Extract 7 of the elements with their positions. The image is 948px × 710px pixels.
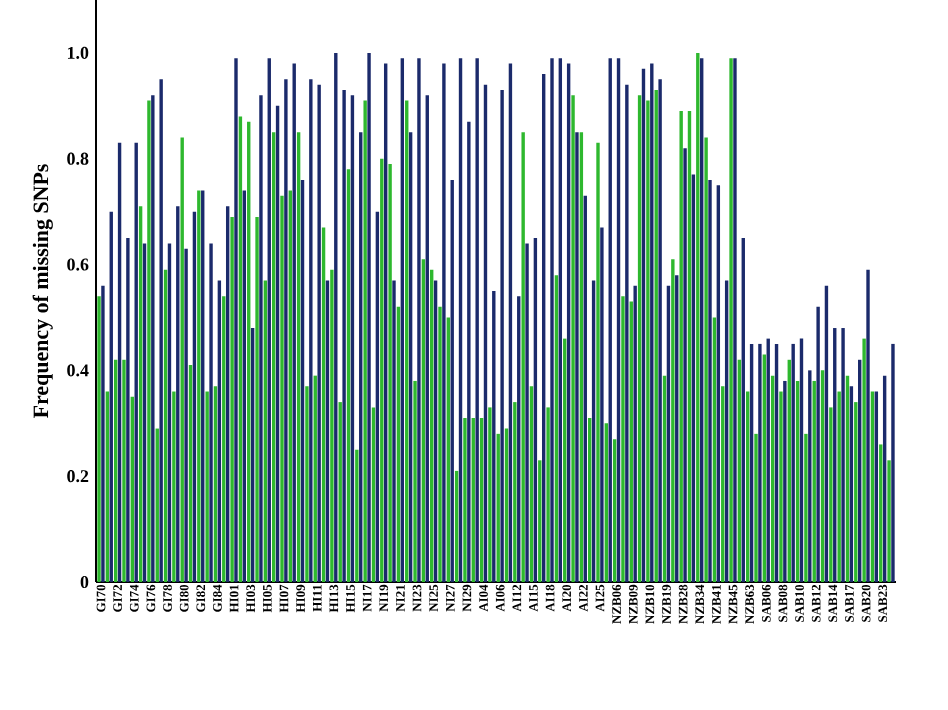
y-tick-label: 1.0 — [67, 46, 89, 59]
y-tick-label: 0.8 — [67, 152, 89, 165]
y-tick-label: 0.2 — [67, 470, 89, 483]
y-tick-label: 0.4 — [67, 364, 89, 377]
y-tick-label: 0.6 — [67, 258, 89, 271]
y-axis-title: Frequency of missing SNPs — [32, 164, 53, 418]
y-tick-label: 0 — [80, 575, 89, 589]
